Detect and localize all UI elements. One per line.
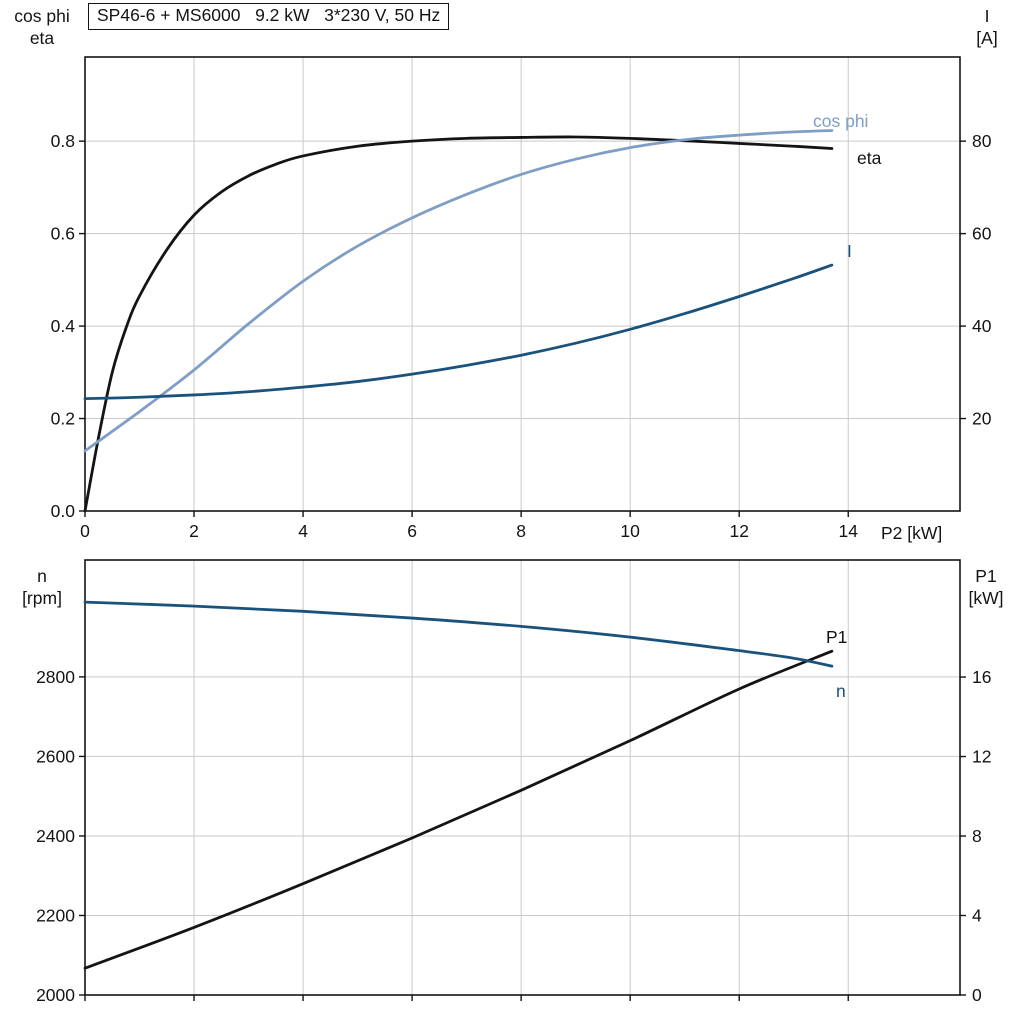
series-curve-P1 <box>83 649 834 970</box>
gridlines <box>85 57 960 511</box>
chart-title: SP46-6 + MS6000 9.2 kW 3*230 V, 50 Hz <box>88 3 450 30</box>
y-left-tick-label: 2600 <box>36 746 75 766</box>
series-curve-eta <box>83 135 834 513</box>
bottom-chart-left-axis-title: n [rpm] <box>0 565 84 609</box>
y-right-tick-label: 80 <box>972 131 992 151</box>
axis-title-p1-unit: [kW] <box>968 588 1004 608</box>
plot-frame <box>84 56 961 512</box>
y-left-tick-label: 0.0 <box>51 501 76 521</box>
x-tick-label: 6 <box>407 521 417 541</box>
series-label-P1: P1 <box>826 627 847 647</box>
y-left-tick-label: 2200 <box>36 905 75 925</box>
series-curve-cos-phi <box>83 129 834 453</box>
y-left-tick-label: 0.8 <box>51 131 75 151</box>
axis-title-current-unit: [A] <box>976 28 998 48</box>
axis-title-cos-phi: cos phi <box>14 6 70 26</box>
chart-top: 0 2 4 6 8 10 12 14 0.0 0.2 0.4 0.6 0.8 20 40 60 80 eta cos… <box>51 56 992 541</box>
y-left-tick-label: 2400 <box>36 826 75 846</box>
y-left-tick-label: 0.4 <box>51 316 76 336</box>
y-left-tick-label: 0.2 <box>51 409 75 429</box>
y-left-tick-label: 2000 <box>36 985 75 1005</box>
y-left-tick-label: 2800 <box>36 667 75 687</box>
top-chart-left-axis-title: cos phi eta <box>0 5 84 49</box>
y-right-tick-label: 16 <box>972 667 991 687</box>
x-tick-label: 12 <box>729 521 748 541</box>
series-curve-n <box>83 600 834 668</box>
axis-title-p1: P1 <box>975 566 997 586</box>
y-right-tick-label: 4 <box>972 906 982 926</box>
y-left-tick-label: 0.6 <box>51 224 75 244</box>
tick-marks <box>79 676 966 1001</box>
series-label-eta: eta <box>857 148 882 168</box>
y-right-tick-label: 8 <box>972 826 982 846</box>
axis-title-speed: n <box>37 566 47 586</box>
axis-title-current: I <box>984 6 990 26</box>
series-label-I: I <box>847 241 852 261</box>
chart-bottom: 2000 2200 2400 2600 2800 0 4 8 12 16 P1 n <box>36 559 991 1005</box>
x-tick-label: 10 <box>620 521 640 541</box>
axis-title-eta: eta <box>29 28 55 48</box>
x-tick-label: 4 <box>298 521 308 541</box>
series-curve-I <box>83 263 834 401</box>
series-label-n: n <box>836 681 846 701</box>
series-label-cos-phi: cos phi <box>813 111 868 131</box>
x-tick-label: 0 <box>80 521 90 541</box>
x-tick-label: 8 <box>516 521 526 541</box>
y-right-tick-label: 40 <box>972 316 992 336</box>
y-right-tick-label: 12 <box>972 747 991 767</box>
gridlines <box>85 560 960 995</box>
y-right-tick-label: 60 <box>972 224 992 244</box>
axis-tick-labels: 0 2 4 6 8 10 12 14 0.0 0.2 0.4 0.6 0.8 20 40 60 80 <box>51 131 992 541</box>
plot-frame <box>84 559 961 996</box>
axis-tick-labels: 2000 2200 2400 2600 2800 0 4 8 12 16 <box>36 667 991 1005</box>
axis-title-speed-unit: [rpm] <box>22 588 62 608</box>
bottom-chart-right-axis-title: P1 [kW] <box>952 565 1020 609</box>
x-axis-title: P2 [kW] <box>881 523 943 543</box>
x-tick-label: 14 <box>839 521 859 541</box>
y-right-tick-label: 20 <box>972 409 992 429</box>
top-chart-right-axis-title: I [A] <box>956 5 1018 49</box>
y-right-tick-label: 0 <box>972 985 982 1005</box>
x-tick-label: 2 <box>189 521 199 541</box>
